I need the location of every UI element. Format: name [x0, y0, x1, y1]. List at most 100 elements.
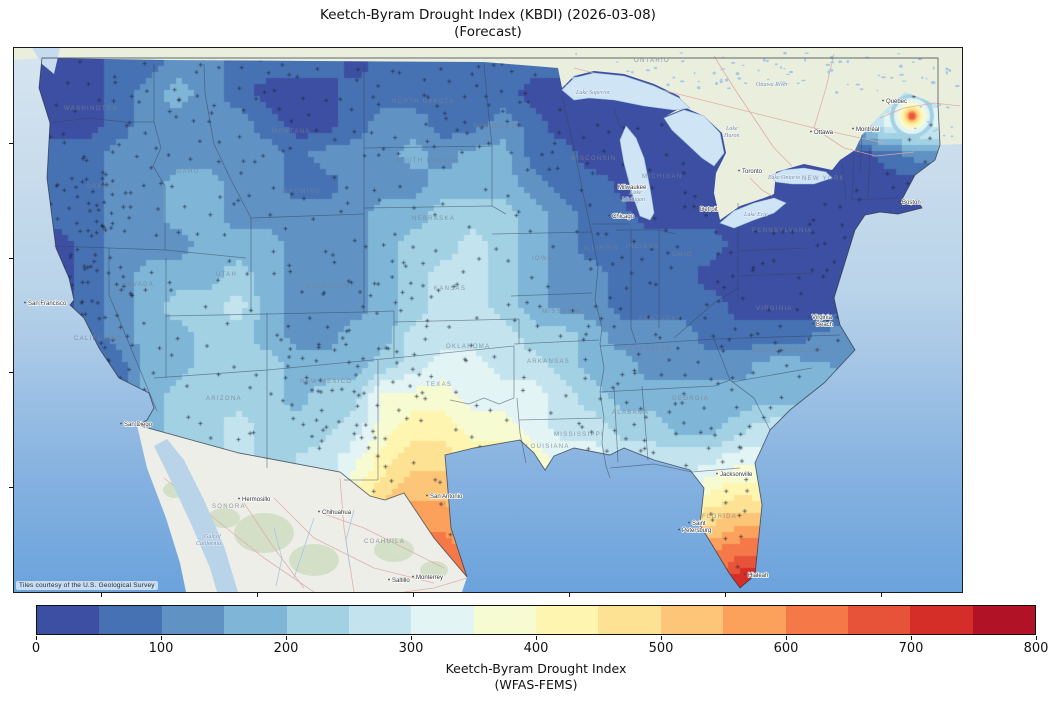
- colorbar-segment: [37, 606, 100, 634]
- svg-text:PENNSYLVANIA: PENNSYLVANIA: [752, 228, 813, 234]
- colorbar-label: Keetch-Byram Drought Index: [445, 661, 627, 676]
- svg-text:WASHINGTON: WASHINGTON: [64, 106, 118, 112]
- gulf-of-california: [154, 439, 238, 592]
- colorbar-segment: [536, 606, 599, 634]
- svg-text:LOUISIANA: LOUISIANA: [526, 444, 570, 450]
- great-lakes: [561, 72, 833, 229]
- svg-text:IOWA: IOWA: [532, 256, 553, 262]
- svg-text:OREGON: OREGON: [86, 184, 120, 190]
- colorbar-tick-label: 500: [648, 641, 674, 656]
- svg-text:NEBRASKA: NEBRASKA: [412, 216, 455, 222]
- svg-text:OKLAHOMA: OKLAHOMA: [446, 344, 490, 350]
- svg-text:Michigan: Michigan: [621, 197, 645, 203]
- svg-text:Québec: Québec: [886, 99, 907, 105]
- colorbar-segment: [910, 606, 973, 634]
- svg-text:California: California: [196, 540, 221, 547]
- colorbar-segment: [411, 606, 474, 634]
- colorbar-segment: [348, 606, 412, 634]
- svg-text:MISSISSIPPI: MISSISSIPPI: [554, 432, 604, 438]
- colorbar-segment: [972, 606, 1035, 634]
- svg-text:MISSOURI: MISSOURI: [542, 309, 582, 315]
- svg-text:Lake Erie: Lake Erie: [743, 212, 768, 218]
- us-coastline-border: [38, 57, 941, 589]
- svg-text:ARKANSAS: ARKANSAS: [527, 359, 570, 365]
- svg-text:Ottawa River: Ottawa River: [756, 82, 789, 88]
- colorbar-tick: [161, 636, 162, 640]
- svg-text:MICHIGAN: MICHIGAN: [642, 174, 682, 180]
- svg-text:Montréal: Montréal: [856, 127, 879, 133]
- map-left-tick: [9, 143, 13, 144]
- colorbar-segment: [660, 606, 724, 634]
- map-attribution: Tiles courtesy of the U.S. Geological Su…: [16, 581, 158, 590]
- colorbar-segment: [847, 606, 911, 634]
- svg-text:Jacksonville: Jacksonville: [720, 472, 753, 478]
- svg-text:WISCONSIN: WISCONSIN: [570, 156, 616, 162]
- colorbar-tick: [36, 636, 37, 640]
- colorbar-segment: [99, 606, 162, 634]
- svg-text:TENNESSEE: TENNESSEE: [624, 346, 672, 352]
- svg-text:Monterrey: Monterrey: [416, 575, 443, 581]
- svg-text:NORTH DAKOTA: NORTH DAKOTA: [392, 99, 455, 105]
- svg-text:Gulf of: Gulf of: [204, 533, 222, 540]
- colorbar-tick-label: 100: [148, 641, 174, 656]
- colorbar-segment: [224, 606, 287, 634]
- colorbar-segment: [286, 606, 349, 634]
- svg-text:CALIFORNIA: CALIFORNIA: [74, 336, 123, 342]
- svg-text:MINNESOTA: MINNESOTA: [474, 124, 521, 130]
- colorbar-segment: [161, 606, 225, 634]
- svg-text:Chihuahua: Chihuahua: [322, 510, 352, 516]
- basemap-overlay: WASHINGTON OREGON IDAHO MONTANA WYOMING NORTH…: [14, 48, 962, 592]
- state-watermark-labels: WASHINGTON OREGON IDAHO MONTANA WYOMING NORTH…: [64, 58, 845, 545]
- svg-text:San Antonio: San Antonio: [430, 494, 463, 500]
- svg-text:San Diego: San Diego: [124, 422, 153, 428]
- svg-text:NEVADA: NEVADA: [122, 282, 154, 288]
- colorbar-tick: [911, 636, 912, 640]
- svg-text:SONORA: SONORA: [212, 504, 246, 510]
- city-labels: San Francisco San Diego Boston Milwaukee Chi…: [24, 98, 921, 585]
- mexico-landmass: [137, 425, 468, 592]
- svg-text:Saltillo: Saltillo: [392, 578, 410, 584]
- map-bottom-tick: [257, 593, 258, 597]
- svg-text:KANSAS: KANSAS: [434, 286, 466, 292]
- colorbar-segment: [785, 606, 848, 634]
- map-panel: WASHINGTON OREGON IDAHO MONTANA WYOMING NORTH…: [13, 47, 963, 593]
- colorbar-tick: [661, 636, 662, 640]
- svg-text:ILLINOIS: ILLINOIS: [584, 246, 619, 252]
- svg-text:NEW MEXICO: NEW MEXICO: [300, 379, 352, 385]
- colorbar-tick: [411, 636, 412, 640]
- svg-text:Lake Ontario: Lake Ontario: [767, 175, 800, 181]
- colorbar-segment: [723, 606, 786, 634]
- svg-text:Toronto: Toronto: [742, 169, 763, 175]
- colorbar-tick-label: 0: [31, 641, 41, 656]
- map-bottom-tick: [413, 593, 414, 597]
- svg-text:COLORADO: COLORADO: [306, 284, 351, 290]
- figure-subtitle: (Forecast): [454, 24, 522, 40]
- colorbar-tick: [786, 636, 787, 640]
- svg-text:Milwaukee: Milwaukee: [618, 185, 647, 191]
- svg-text:OHIO: OHIO: [672, 252, 693, 258]
- map-left-tick: [9, 372, 13, 373]
- colorbar-sublabel: (WFAS-FEMS): [494, 677, 578, 692]
- colorbar-segment: [598, 606, 661, 634]
- svg-text:Lake: Lake: [629, 190, 642, 196]
- svg-text:San Francisco: San Francisco: [28, 301, 67, 307]
- map-bottom-tick: [881, 593, 882, 597]
- svg-text:MONTANA: MONTANA: [272, 129, 311, 135]
- state-borders: [49, 63, 899, 481]
- colorbar-tick: [1036, 636, 1037, 640]
- svg-text:ALABAMA: ALABAMA: [612, 410, 649, 416]
- colorbar-tick-label: 200: [273, 641, 299, 656]
- svg-text:ONTARIO: ONTARIO: [634, 58, 670, 64]
- svg-text:NEW YORK: NEW YORK: [802, 176, 845, 182]
- colorbar-tick-label: 400: [523, 641, 549, 656]
- svg-text:UTAH: UTAH: [216, 272, 237, 278]
- svg-text:Boston: Boston: [902, 200, 921, 206]
- svg-text:Beach: Beach: [816, 322, 833, 328]
- svg-text:Lake: Lake: [725, 126, 738, 132]
- colorbar-tick: [286, 636, 287, 640]
- svg-text:IDAHO: IDAHO: [174, 169, 200, 175]
- svg-text:Hermosillo: Hermosillo: [242, 497, 271, 503]
- map-left-tick: [9, 487, 13, 488]
